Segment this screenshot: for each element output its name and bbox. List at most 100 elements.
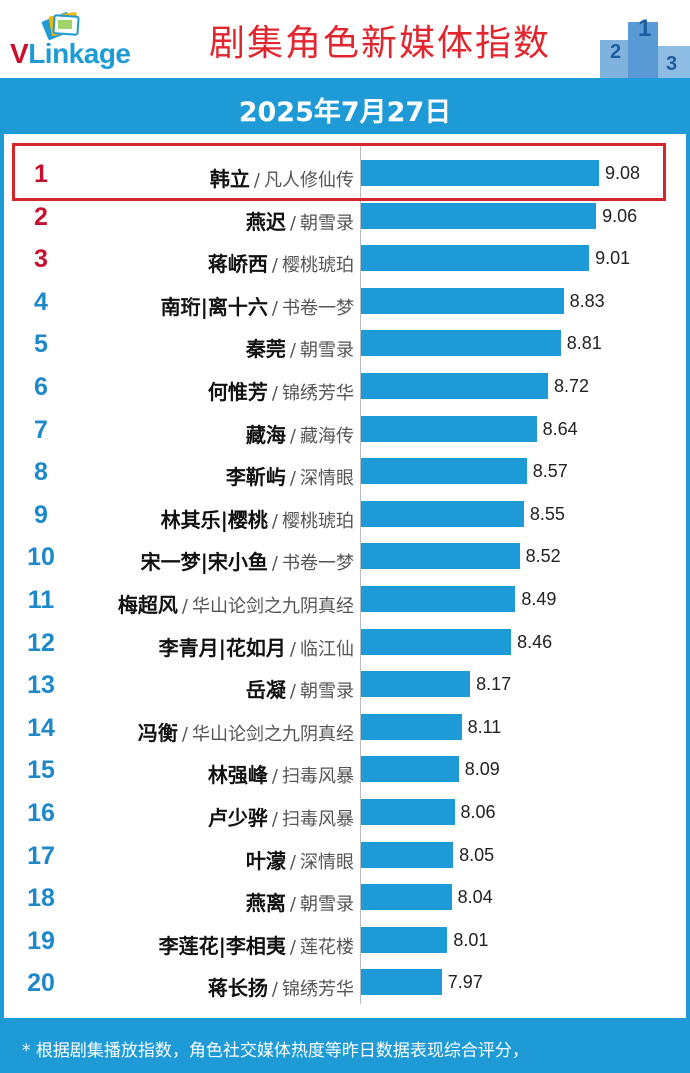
character-name: 燕离 (245, 891, 286, 916)
value-bar (361, 713, 462, 740)
rank-row-8: 8 李靳屿 / 深情眼 8.57 (0, 452, 690, 494)
character-name: 林强峰 (207, 763, 268, 788)
drama-title: 樱桃琥珀 (282, 510, 354, 532)
character-name: 冯衡 (137, 720, 178, 745)
logo-text: VLinkage (10, 38, 131, 70)
rank-number: 20 (27, 969, 55, 998)
label-separator: / (271, 553, 278, 575)
label-separator: / (289, 894, 296, 916)
value-label: 8.52 (525, 546, 561, 567)
rank-row-6: 6 何惟芳 / 锦绣芳华 8.72 (0, 367, 690, 409)
label-separator: / (271, 809, 278, 830)
label-separator: / (271, 383, 278, 404)
character-name: 蒋峤西 (207, 252, 268, 277)
rank-row-18: 18 燕离 / 朝雪录 8.04 (0, 878, 690, 920)
rank-label: 李靳屿 / 深情眼 (226, 461, 354, 490)
character-name: 岳凝 (245, 678, 286, 703)
rank-label: 林其乐|樱桃 / 樱桃琥珀 (161, 504, 354, 533)
rank-row-1: 1 韩立 / 凡人修仙传 9.08 (0, 154, 690, 196)
podium-icon: 2 1 3 (600, 15, 690, 78)
character-name: 卢少骅 (207, 806, 268, 830)
value-bar (361, 926, 448, 953)
drama-title: 扫毒风暴 (282, 809, 354, 830)
rank-number: 8 (34, 458, 48, 487)
character-name: 蒋长扬 (207, 976, 268, 1001)
date-band: 2025年7月27日 (0, 78, 690, 134)
rank-label: 冯衡 / 华山论剑之九阴真经 (138, 717, 354, 746)
drama-title: 朝雪录 (300, 340, 354, 362)
svg-text:1: 1 (638, 15, 651, 42)
value-label: 7.97 (447, 972, 483, 993)
rank-row-2: 2 燕迟 / 朝雪录 9.06 (0, 197, 690, 239)
rank-label: 秦莞 / 朝雪录 (246, 333, 354, 362)
character-name: 梅超风 (117, 593, 178, 617)
value-bar (361, 160, 599, 186)
drama-title: 朝雪录 (300, 894, 354, 916)
rank-label: 李青月|花如月 / 临江仙 (159, 632, 354, 661)
svg-text:2: 2 (610, 41, 621, 63)
rank-number: 18 (27, 884, 55, 913)
drama-title: 莲花楼 (300, 936, 354, 958)
drama-title: 临江仙 (300, 638, 354, 660)
character-name: 藏海 (245, 422, 286, 447)
rank-label: 何惟芳 / 锦绣芳华 (208, 376, 354, 405)
drama-title: 扫毒风暴 (282, 766, 354, 788)
rank-number: 4 (34, 287, 48, 316)
rank-number: 7 (34, 415, 48, 444)
value-label: 8.72 (554, 376, 590, 396)
label-separator: / (271, 510, 278, 532)
value-label: 8.09 (464, 759, 500, 780)
character-name: 李青月|花如月 (158, 635, 286, 660)
rank-number: 13 (27, 671, 55, 700)
rank-number: 5 (34, 330, 48, 359)
value-bar (361, 500, 524, 527)
value-label: 8.49 (521, 589, 557, 609)
svg-text:3: 3 (666, 53, 677, 75)
drama-title: 朝雪录 (300, 212, 354, 234)
value-label: 9.06 (602, 205, 638, 226)
value-label: 9.08 (605, 163, 641, 183)
rank-row-9: 9 林其乐|樱桃 / 樱桃琥珀 8.55 (0, 495, 690, 537)
value-label: 8.46 (517, 631, 553, 652)
rank-number: 1 (34, 160, 48, 188)
rank-label: 梅超风 / 华山论剑之九阴真经 (118, 589, 354, 618)
drama-title: 书卷一梦 (282, 297, 354, 319)
rank-number: 9 (34, 500, 48, 529)
rank-row-17: 17 叶濛 / 深情眼 8.05 (0, 836, 690, 878)
vlinkage-logo: VLinkage (10, 8, 160, 70)
drama-title: 书卷一梦 (282, 553, 354, 575)
label-separator: / (271, 979, 278, 1001)
label-separator: / (289, 851, 296, 873)
character-name: 李莲花|李相夷 (158, 933, 286, 958)
rank-label: 叶濛 / 深情眼 (246, 845, 354, 874)
value-label: 8.05 (459, 844, 495, 865)
value-label: 8.81 (566, 333, 602, 354)
drama-title: 华山论剑之九阴真经 (192, 723, 354, 745)
rank-number: 12 (27, 628, 55, 657)
drama-title: 锦绣芳华 (282, 383, 354, 404)
value-bar (361, 202, 597, 229)
value-bar (361, 287, 564, 314)
drama-title: 锦绣芳华 (282, 979, 354, 1001)
ranking-list: 1 韩立 / 凡人修仙传 9.08 2 燕迟 / 朝雪录 9.06 3 蒋峤西 / 樱桃琥珀 9.01 4 南珩… (0, 134, 690, 1018)
label-separator: / (289, 638, 296, 660)
rank-row-14: 14 冯衡 / 华山论剑之九阴真经 8.11 (0, 708, 690, 750)
drama-title: 深情眼 (300, 468, 354, 490)
rank-number: 15 (27, 756, 55, 785)
label-separator: / (271, 766, 278, 788)
label-separator: / (271, 297, 278, 319)
axis-divider (360, 144, 361, 1004)
footer-note: * 根据剧集播放指数，角色社交媒体热度等昨日数据表现综合评分， (22, 1041, 529, 1061)
value-bar (361, 543, 520, 570)
label-separator: / (289, 425, 296, 447)
rank-row-11: 11 梅超风 / 华山论剑之九阴真经 8.49 (0, 580, 690, 622)
rank-label: 南珩|离十六 / 书卷一梦 (161, 291, 354, 320)
rank-label: 藏海 / 藏海传 (246, 419, 354, 448)
value-bar (361, 756, 459, 783)
value-bar (361, 458, 527, 485)
value-bar (361, 841, 454, 868)
rank-number: 6 (34, 373, 48, 401)
value-bar (361, 628, 512, 655)
character-name: 秦莞 (245, 337, 286, 362)
rank-number: 16 (27, 799, 55, 827)
